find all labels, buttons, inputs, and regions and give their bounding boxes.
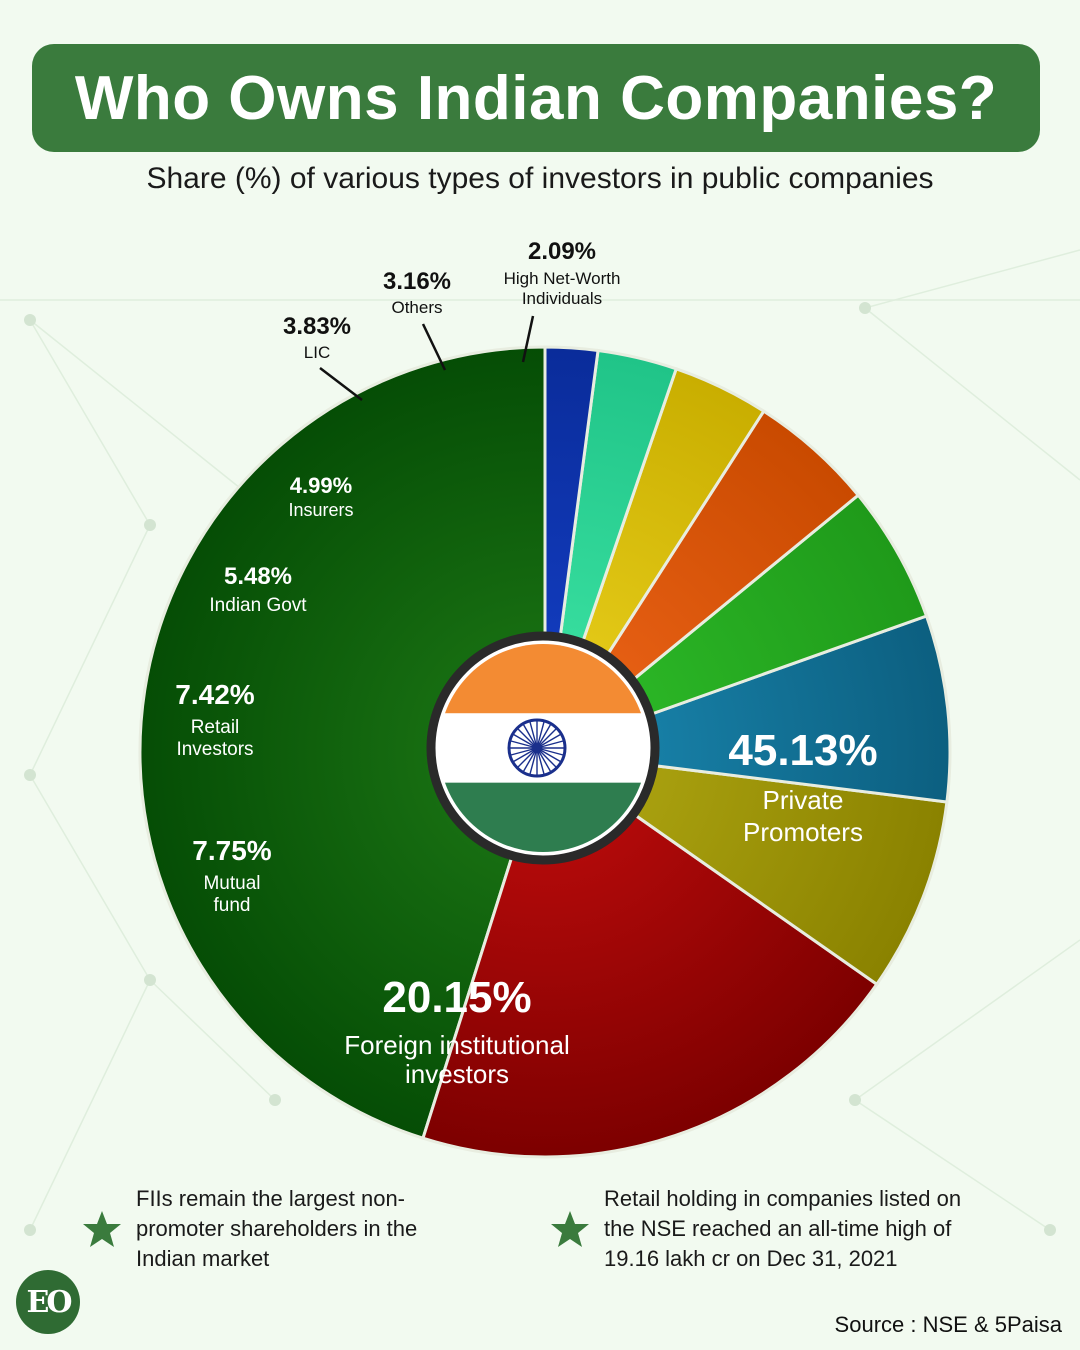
india-flag-badge xyxy=(426,631,660,865)
note-fii: FIIs remain the largest non- promoter sh… xyxy=(82,1184,482,1274)
slice-value-label: 5.48% xyxy=(224,563,292,590)
slice-value-label: 45.13% xyxy=(728,726,877,775)
note-retail: Retail holding in companies listed on th… xyxy=(550,1184,1010,1274)
star-icon xyxy=(83,1211,121,1247)
slice-name-label: Others xyxy=(391,298,442,317)
logo-text: EO xyxy=(26,1284,73,1320)
slice-name-label: investors xyxy=(405,1059,509,1089)
page-title: Who Owns Indian Companies? xyxy=(74,63,998,133)
slice-name-label: LIC xyxy=(304,343,330,362)
slice-name-label: Private xyxy=(763,785,844,815)
slice-name-label: Promoters xyxy=(743,817,863,847)
note-text: FIIs remain the largest non- promoter sh… xyxy=(136,1186,418,1271)
ashoka-chakra-icon xyxy=(507,718,567,778)
slice-value-label: 7.75% xyxy=(192,835,271,866)
note-text: Retail holding in companies listed on th… xyxy=(604,1186,962,1271)
slice-name-label: High Net-Worth xyxy=(504,269,621,288)
slice-name-label: Retail xyxy=(191,717,240,738)
slice-name-label: Foreign institutional xyxy=(344,1030,569,1060)
slice-value-label: 3.16% xyxy=(383,268,451,295)
slice-value-label: 7.42% xyxy=(175,679,254,710)
brand-logo: EO xyxy=(16,1270,80,1334)
pie-slice xyxy=(138,345,547,1141)
slice-name-label: Investors xyxy=(176,739,253,760)
star-icon xyxy=(551,1211,589,1247)
slice-name-label: Individuals xyxy=(522,289,602,308)
slice-name-label: fund xyxy=(214,895,251,916)
slice-name-label: Mutual xyxy=(203,873,260,894)
slice-value-label: 3.83% xyxy=(283,313,351,340)
title-banner: Who Owns Indian Companies? xyxy=(32,44,1040,152)
slice-value-label: 20.15% xyxy=(382,973,531,1022)
slice-name-label: Indian Govt xyxy=(209,595,307,616)
chart-subtitle: Share (%) of various types of investors … xyxy=(146,162,934,195)
slice-value-label: 2.09% xyxy=(528,238,596,265)
source-credit: Source : NSE & 5Paisa xyxy=(834,1312,1062,1337)
leader-line xyxy=(319,367,363,401)
slice-name-label: Insurers xyxy=(288,500,353,520)
leader-line xyxy=(421,323,447,371)
leader-line xyxy=(521,315,535,363)
pie-slice xyxy=(544,750,949,987)
slice-value-label: 4.99% xyxy=(290,473,352,498)
